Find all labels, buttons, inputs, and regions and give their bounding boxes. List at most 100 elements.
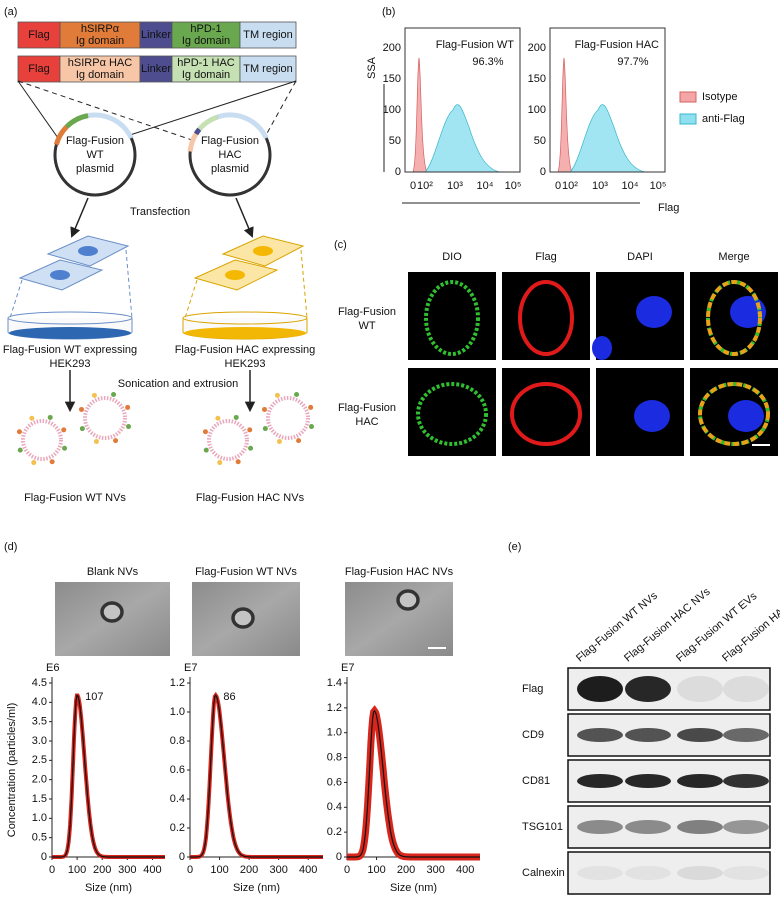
blot-label: TSG101 <box>522 821 563 833</box>
blot-label: Flag <box>522 683 543 695</box>
arrow <box>235 197 254 238</box>
band <box>577 774 623 788</box>
nv-protein <box>276 438 282 444</box>
construct-text: Ig domain <box>182 69 230 81</box>
nv-protein <box>294 392 300 398</box>
x-tick-label: 0 <box>344 864 350 876</box>
plot-name: Flag-Fusion WT <box>436 39 515 51</box>
cell-label: Flag-Fusion WT expressing <box>3 344 137 356</box>
y-tick-label: 50 <box>534 135 546 147</box>
nucleus <box>50 270 70 280</box>
y-tick-label: 1.0 <box>170 706 185 718</box>
y-tick-label: 1.0 <box>32 812 47 824</box>
x-tick-label: 400 <box>456 864 474 876</box>
nv-protein <box>247 427 253 433</box>
y-tick-label: 200 <box>383 42 401 54</box>
construct-text: Flag <box>28 29 49 41</box>
legend-swatch <box>679 91 697 103</box>
y-tick-label: 200 <box>528 42 546 54</box>
construct-text: Linker <box>141 29 171 41</box>
exponent-label: E6 <box>46 662 59 674</box>
size-band <box>347 705 480 861</box>
x-tick-label: 400 <box>143 864 161 876</box>
nv-protein <box>274 392 280 398</box>
membrane-stain <box>510 382 582 446</box>
construct-text: Linker <box>141 63 171 75</box>
connector <box>129 80 297 136</box>
nanovesicle <box>207 419 249 461</box>
nv-protein <box>93 438 99 444</box>
y-tick-label: 0 <box>540 166 546 178</box>
column-header: DIO <box>442 251 462 263</box>
y-tick-label: 0 <box>336 851 342 863</box>
x-tick-label: 100 <box>68 864 86 876</box>
plot-name: Flag-Fusion HAC <box>575 39 659 51</box>
nv-protein <box>111 392 117 398</box>
x-tick-label: 10³ <box>592 180 608 192</box>
connector <box>17 80 59 139</box>
y-tick-label: 0.6 <box>170 764 185 776</box>
y-tick-label: 0.6 <box>327 776 342 788</box>
blot-label: CD81 <box>522 775 550 787</box>
y-tick-label: 4.5 <box>32 677 47 689</box>
x-tick-label: 10⁵ <box>505 180 522 192</box>
construct-segment <box>59 21 141 49</box>
x-tick-label: 0 <box>410 180 416 192</box>
nanovesicle <box>266 396 310 440</box>
connector <box>17 80 193 141</box>
nv-protein <box>79 406 85 412</box>
y-tick-label: 3.0 <box>32 735 47 747</box>
cell-label: Flag-Fusion HAC expressing <box>175 344 316 356</box>
y-tick-label: 0.8 <box>327 751 342 763</box>
y-tick-label: 0 <box>395 166 401 178</box>
band <box>625 676 671 702</box>
panel-label: (b) <box>382 6 395 18</box>
x-tick-label: 0 <box>49 864 55 876</box>
y-tick-label: 1.2 <box>170 677 185 689</box>
panel-label: (e) <box>508 541 521 553</box>
band <box>577 866 623 880</box>
peak-label: 86 <box>223 691 235 703</box>
band <box>677 728 723 742</box>
construct-text: Ig domain <box>182 35 230 47</box>
x-tick-label: 300 <box>118 864 136 876</box>
nanovesicle <box>83 396 127 440</box>
column-header: Merge <box>718 251 749 263</box>
guide <box>125 249 133 319</box>
construct-segment <box>239 55 297 83</box>
x-tick-label: 10⁴ <box>477 180 494 192</box>
band <box>625 728 671 742</box>
plasmid-segment <box>216 112 269 140</box>
y-tick-label: 1.4 <box>327 677 342 689</box>
band <box>677 820 723 834</box>
nv-protein <box>62 445 68 451</box>
y-tick-label: 1.5 <box>32 793 47 805</box>
membrane-stain <box>424 280 480 356</box>
size-curve <box>347 709 480 858</box>
plasmid-label: Flag-Fusion <box>66 135 124 147</box>
dish-rim <box>182 311 308 325</box>
x-tick-label: 100 <box>210 864 228 876</box>
dish-medium <box>9 327 131 339</box>
nv-protein <box>31 460 37 466</box>
nv-protein <box>49 459 55 465</box>
column-header: DAPI <box>627 251 653 263</box>
band <box>577 676 623 702</box>
y-tick-label: 0 <box>179 851 185 863</box>
band <box>677 866 723 880</box>
construct-segment <box>239 21 297 49</box>
cell-label: HEK293 <box>225 358 266 370</box>
y-tick-label: 2.5 <box>32 754 47 766</box>
image-title: Flag-Fusion HAC NVs <box>345 566 454 578</box>
guide <box>300 249 308 319</box>
peak-label: 107 <box>85 691 103 703</box>
x-tick-label: 10⁵ <box>650 180 667 192</box>
y-tick-label: 3.5 <box>32 716 47 728</box>
row-label: HAC <box>355 416 378 428</box>
nv-label: Flag-Fusion HAC NVs <box>196 492 305 504</box>
construct-text: hSIRPα <box>81 23 120 35</box>
construct-text: Ig domain <box>76 69 124 81</box>
nv-protein <box>215 415 221 421</box>
y-tick-label: 2.0 <box>32 774 47 786</box>
row-label: WT <box>358 320 375 332</box>
